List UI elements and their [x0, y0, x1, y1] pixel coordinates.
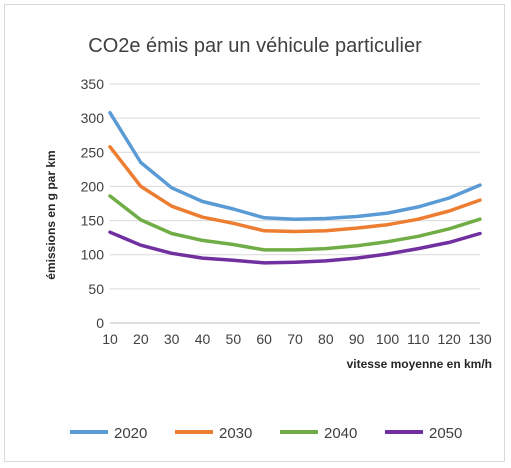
x-tick-label: 30 [164, 331, 180, 347]
legend-label-2030: 2030 [219, 425, 252, 442]
x-tick-label: 110 [407, 331, 430, 347]
series-line-2050 [108, 230, 482, 265]
x-tick-label: 60 [256, 331, 272, 347]
series-line-2020 [108, 110, 482, 221]
y-axis-label: émissions en g par km [44, 150, 58, 279]
x-tick-label: 20 [133, 331, 149, 347]
legend-label-2050: 2050 [429, 425, 462, 442]
legend-label-2020: 2020 [114, 425, 147, 442]
y-tick-label: 300 [81, 110, 105, 126]
chart-title: CO2e émis par un véhicule particulier [88, 35, 422, 57]
x-tick-label: 50 [226, 331, 242, 347]
y-tick-label: 150 [81, 213, 105, 229]
series-line-2040 [108, 194, 482, 252]
y-tick-label: 350 [81, 76, 105, 92]
x-tick-label: 100 [376, 331, 400, 347]
y-tick-label: 250 [81, 144, 105, 160]
y-axis-ticks: 0 50 100 150 200 250 300 350 [81, 76, 105, 331]
x-tick-label: 80 [318, 331, 334, 347]
x-tick-label: 10 [102, 331, 118, 347]
legend: 2020 2030 2040 2050 [70, 425, 462, 442]
y-tick-label: 100 [81, 247, 105, 263]
y-tick-label: 0 [96, 315, 104, 331]
legend-label-2040: 2040 [324, 425, 357, 442]
series-line-2030 [108, 145, 482, 234]
y-tick-label: 200 [81, 178, 105, 194]
chart-frame [4, 4, 505, 462]
x-tick-label: 70 [287, 331, 303, 347]
x-axis-ticks: 10 20 30 40 50 60 70 80 90 100 110 120 130 [102, 331, 492, 347]
x-tick-label: 40 [195, 331, 211, 347]
y-tick-label: 50 [88, 281, 104, 297]
series-lines [108, 110, 482, 265]
x-axis-label: vitesse moyenne en km/h [347, 357, 492, 371]
x-tick-label: 90 [349, 331, 365, 347]
x-tick-label: 120 [437, 331, 461, 347]
x-tick-label: 130 [468, 331, 492, 347]
